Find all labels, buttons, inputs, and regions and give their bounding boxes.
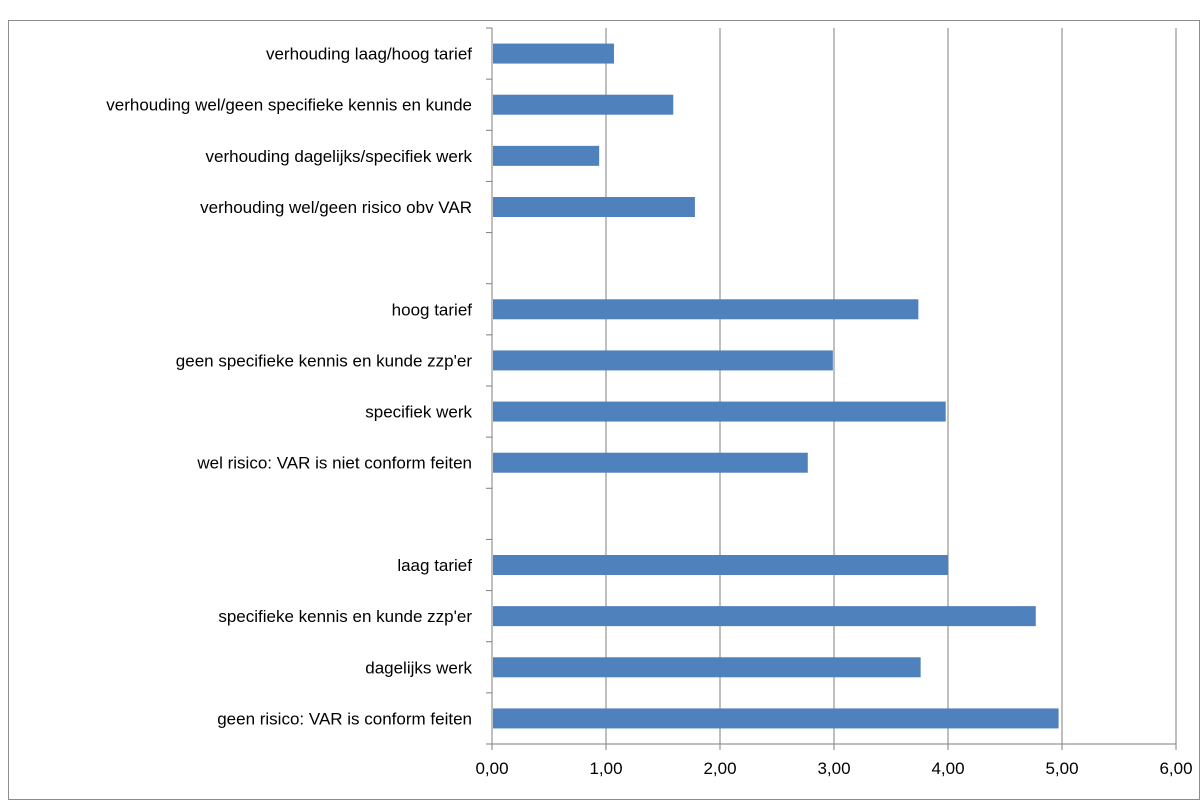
x-tick-label: 2,00	[703, 759, 736, 778]
labels: 0,00 1,00 2,00 3,00 4,00 5,00 6,00 verhouding l…	[106, 45, 1192, 778]
bar	[493, 606, 1036, 627]
category-label: verhouding wel/geen specifieke kennis en…	[106, 96, 472, 115]
axes	[486, 27, 1177, 750]
bar	[493, 350, 833, 371]
x-tick-label: 4,00	[931, 759, 964, 778]
x-tick-label: 3,00	[817, 759, 850, 778]
category-label: laag tarief	[397, 556, 472, 575]
x-tick-label: 5,00	[1045, 759, 1078, 778]
category-label: hoog tarief	[392, 300, 473, 319]
bar	[493, 452, 808, 473]
category-label: verhouding laag/hoog tarief	[266, 45, 472, 64]
bar	[493, 299, 919, 320]
grid-lines	[605, 28, 1177, 744]
x-tick-label: 1,00	[589, 759, 622, 778]
bars	[493, 43, 1059, 729]
bar	[493, 145, 600, 166]
category-label: verhouding wel/geen risico obv VAR	[200, 198, 472, 217]
x-tick-label: 0,00	[475, 759, 508, 778]
category-label: geen risico: VAR is conform feiten	[217, 709, 472, 728]
category-label: specifieke kennis en kunde zzp'er	[218, 607, 472, 626]
category-label: dagelijks werk	[365, 658, 472, 677]
bar	[493, 197, 695, 217]
x-tick-label: 6,00	[1159, 759, 1192, 778]
bar	[493, 401, 946, 422]
category-label: wel risico: VAR is niet conform feiten	[196, 454, 472, 473]
category-label: geen specifieke kennis en kunde zzp'er	[176, 351, 473, 370]
bar	[493, 94, 674, 115]
bar	[493, 708, 1059, 729]
bar	[493, 657, 921, 678]
bar	[493, 43, 614, 64]
category-label: specifiek werk	[365, 403, 472, 422]
bar	[493, 555, 948, 575]
category-label: verhouding dagelijks/specifiek werk	[206, 147, 473, 166]
